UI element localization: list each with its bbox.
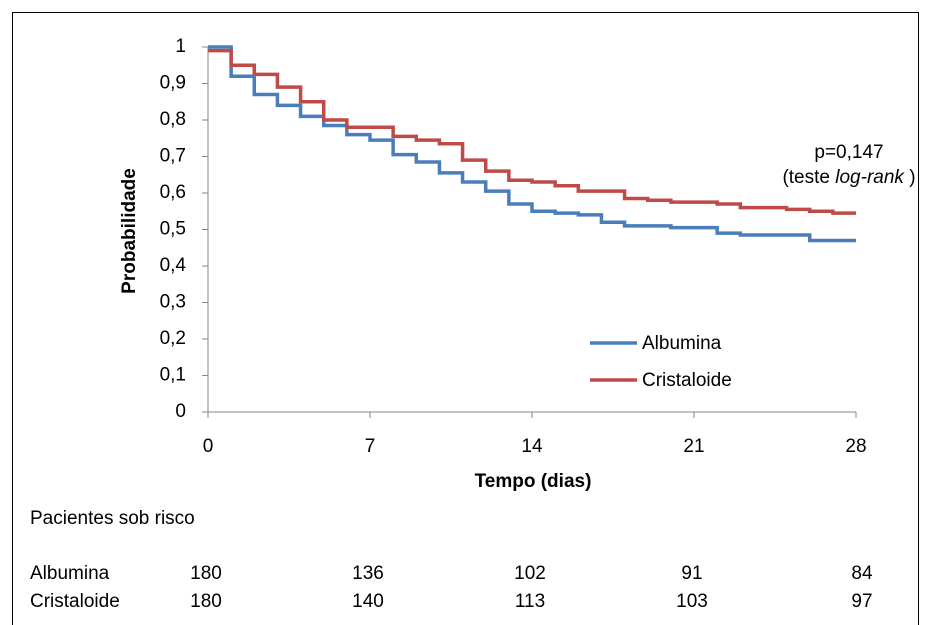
y-tick-label: 0,5 [160,219,186,240]
y-tick-label: 0 [175,401,186,422]
annotation: p=0,147 [814,142,883,163]
y-tick-label: 0,9 [160,73,186,94]
y-tick-label: 0,3 [160,292,186,313]
risk-table-title: Pacientes sob risco [30,508,195,529]
y-tick-label: 0,4 [160,255,187,276]
annotation-part: (teste [782,167,835,188]
risk-count: 136 [352,563,384,584]
y-tick-label: 0,1 [160,365,186,386]
x-tick-label: 7 [365,436,376,457]
risk-count: 102 [514,563,546,584]
annotation: (teste log-rank ) [782,167,915,188]
x-tick-label: 28 [845,436,866,457]
survival-line [208,45,856,243]
y-tick-label: 0,7 [160,146,186,167]
risk-count: 84 [851,563,873,584]
risk-count: 97 [851,591,872,612]
risk-count: 113 [515,591,545,612]
y-axis-title: Probabilidade [119,168,140,294]
y-tick-label: 1 [175,36,186,57]
y-tick-label: 0,6 [160,182,186,203]
x-axis-title: Tempo (dias) [475,471,592,492]
y-tick-label: 0,2 [160,328,186,349]
legend-label: Cristaloide [642,370,732,391]
annotation-part: ) [904,167,916,188]
risk-count: 91 [681,563,702,584]
x-tick-label: 0 [203,436,214,457]
risk-count: 180 [190,591,222,612]
x-tick-label: 14 [521,436,543,457]
risk-row-name: Albumina [30,563,110,584]
y-tick-label: 0,8 [160,109,186,130]
legend-label: Albumina [642,333,722,354]
frame [12,12,919,625]
survival-line [208,48,856,215]
annotation-part: log-rank [835,167,905,188]
risk-row-name: Cristaloide [30,591,120,612]
risk-count: 180 [190,563,222,584]
risk-count: 140 [352,591,384,612]
risk-count: 103 [676,591,708,612]
x-tick-label: 21 [683,436,704,457]
